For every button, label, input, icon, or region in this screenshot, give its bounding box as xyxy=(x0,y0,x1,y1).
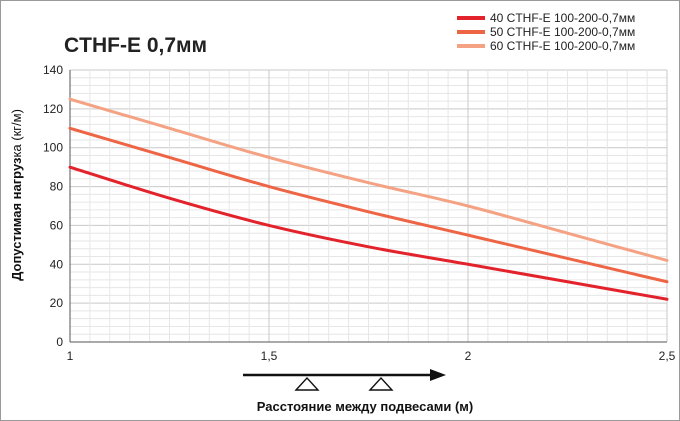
legend-label: 50 CTHF-E 100-200-0,7мм xyxy=(490,25,635,39)
y-tick-label: 100 xyxy=(43,141,63,155)
y-axis-label-bold: Допустимая нагруз xyxy=(9,157,24,281)
series-line-3 xyxy=(68,97,669,262)
legend-label: 60 CTHF-E 100-200-0,7мм xyxy=(490,39,635,53)
chart-title: CTHF-E 0,7мм xyxy=(64,34,207,57)
legend-label: 40 CTHF-E 100-200-0,7мм xyxy=(490,11,635,25)
grid xyxy=(69,69,668,343)
y-tick-label: 40 xyxy=(50,257,64,271)
series-lines xyxy=(68,97,669,301)
axes xyxy=(69,70,667,343)
x-axis-label: Расстояние между подвесами (м) xyxy=(257,399,473,414)
y-tick-label: 140 xyxy=(43,63,63,77)
y-tick-label: 20 xyxy=(50,296,64,310)
y-tick-label: 0 xyxy=(56,335,63,349)
x-tick-label: 2 xyxy=(465,349,472,363)
y-tick-label: 80 xyxy=(50,180,64,194)
triangle-marker-icon xyxy=(368,376,394,391)
tick-labels: 0 20 40 60 80 100 120 140 1 1,5 2 2,5 xyxy=(43,63,676,363)
x-tick-label: 1 xyxy=(67,349,74,363)
y-tick-label: 120 xyxy=(43,102,63,116)
direction-arrow-icon xyxy=(243,369,446,381)
series-line-2 xyxy=(68,126,669,284)
triangle-marker-icon xyxy=(294,376,320,391)
x-tick-label: 2,5 xyxy=(659,349,676,363)
series-line-1 xyxy=(68,165,669,301)
y-axis-label: Допустимая нагрузка (кг/м) xyxy=(9,109,24,281)
x-tick-label: 1,5 xyxy=(261,349,278,363)
y-tick-label: 60 xyxy=(50,218,64,232)
y-axis-label-rest: ка (кг/м) xyxy=(9,109,24,157)
